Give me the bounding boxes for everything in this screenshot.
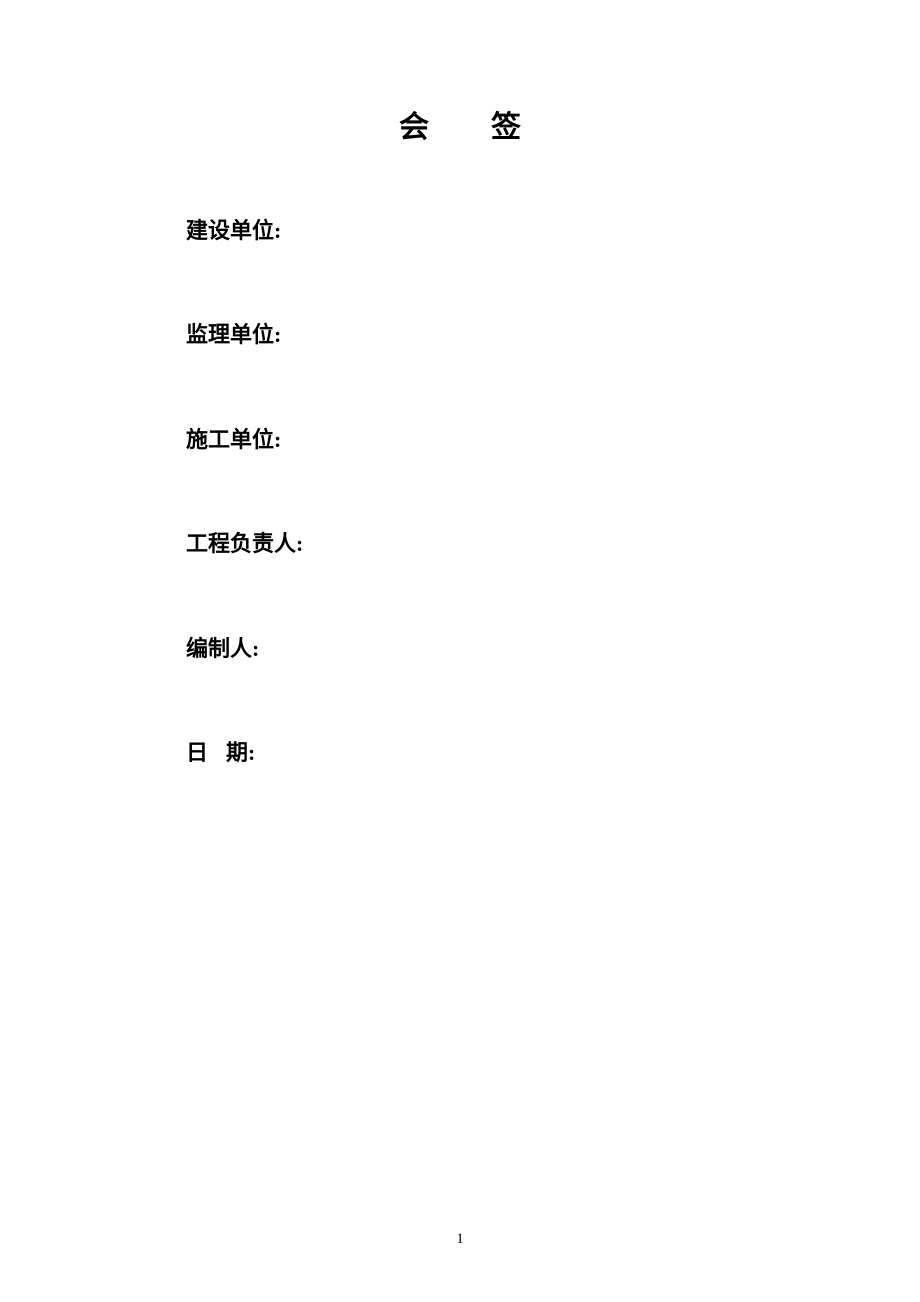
page-title: 会签 bbox=[0, 0, 920, 146]
signature-fields: 建设单位: 监理单位: 施工单位: 工程负责人: 编制人: 日期: bbox=[0, 146, 920, 766]
date-char2: 期: bbox=[226, 740, 255, 765]
field-project-lead: 工程负责人: bbox=[186, 531, 920, 557]
field-supervision-unit: 监理单位: bbox=[186, 322, 920, 348]
field-construction-unit: 建设单位: bbox=[186, 218, 920, 244]
field-date: 日期: bbox=[186, 740, 920, 766]
field-builder-unit: 施工单位: bbox=[186, 427, 920, 453]
field-compiler: 编制人: bbox=[186, 636, 920, 662]
page-number: 1 bbox=[0, 1231, 920, 1248]
date-char1: 日 bbox=[186, 740, 226, 765]
